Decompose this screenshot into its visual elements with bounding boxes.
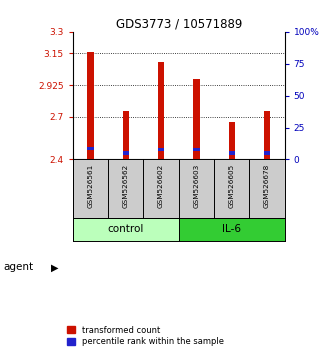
Bar	[158, 62, 164, 160]
Bar	[264, 111, 270, 160]
Text: GSM526678: GSM526678	[264, 164, 270, 209]
Text: GSM526603: GSM526603	[193, 164, 199, 209]
Text: IL-6: IL-6	[222, 224, 241, 234]
Bar	[193, 148, 200, 151]
Bar	[193, 79, 200, 160]
Bar	[228, 122, 235, 160]
Title: GDS3773 / 10571889: GDS3773 / 10571889	[116, 18, 242, 31]
Bar	[264, 152, 270, 155]
Legend: transformed count, percentile rank within the sample: transformed count, percentile rank withi…	[67, 326, 224, 346]
Text: agent: agent	[3, 262, 33, 272]
Bar	[179, 217, 285, 241]
Bar	[158, 148, 164, 151]
Text: ▶: ▶	[51, 262, 59, 272]
Bar	[87, 147, 94, 150]
Text: GSM526561: GSM526561	[87, 164, 93, 209]
Text: GSM526605: GSM526605	[229, 164, 235, 209]
Text: control: control	[108, 224, 144, 234]
Bar	[122, 111, 129, 160]
Bar	[122, 152, 129, 155]
Text: GSM526562: GSM526562	[123, 164, 129, 209]
Text: GSM526602: GSM526602	[158, 164, 164, 209]
Bar	[73, 217, 179, 241]
Bar	[228, 152, 235, 155]
Bar	[87, 52, 94, 160]
